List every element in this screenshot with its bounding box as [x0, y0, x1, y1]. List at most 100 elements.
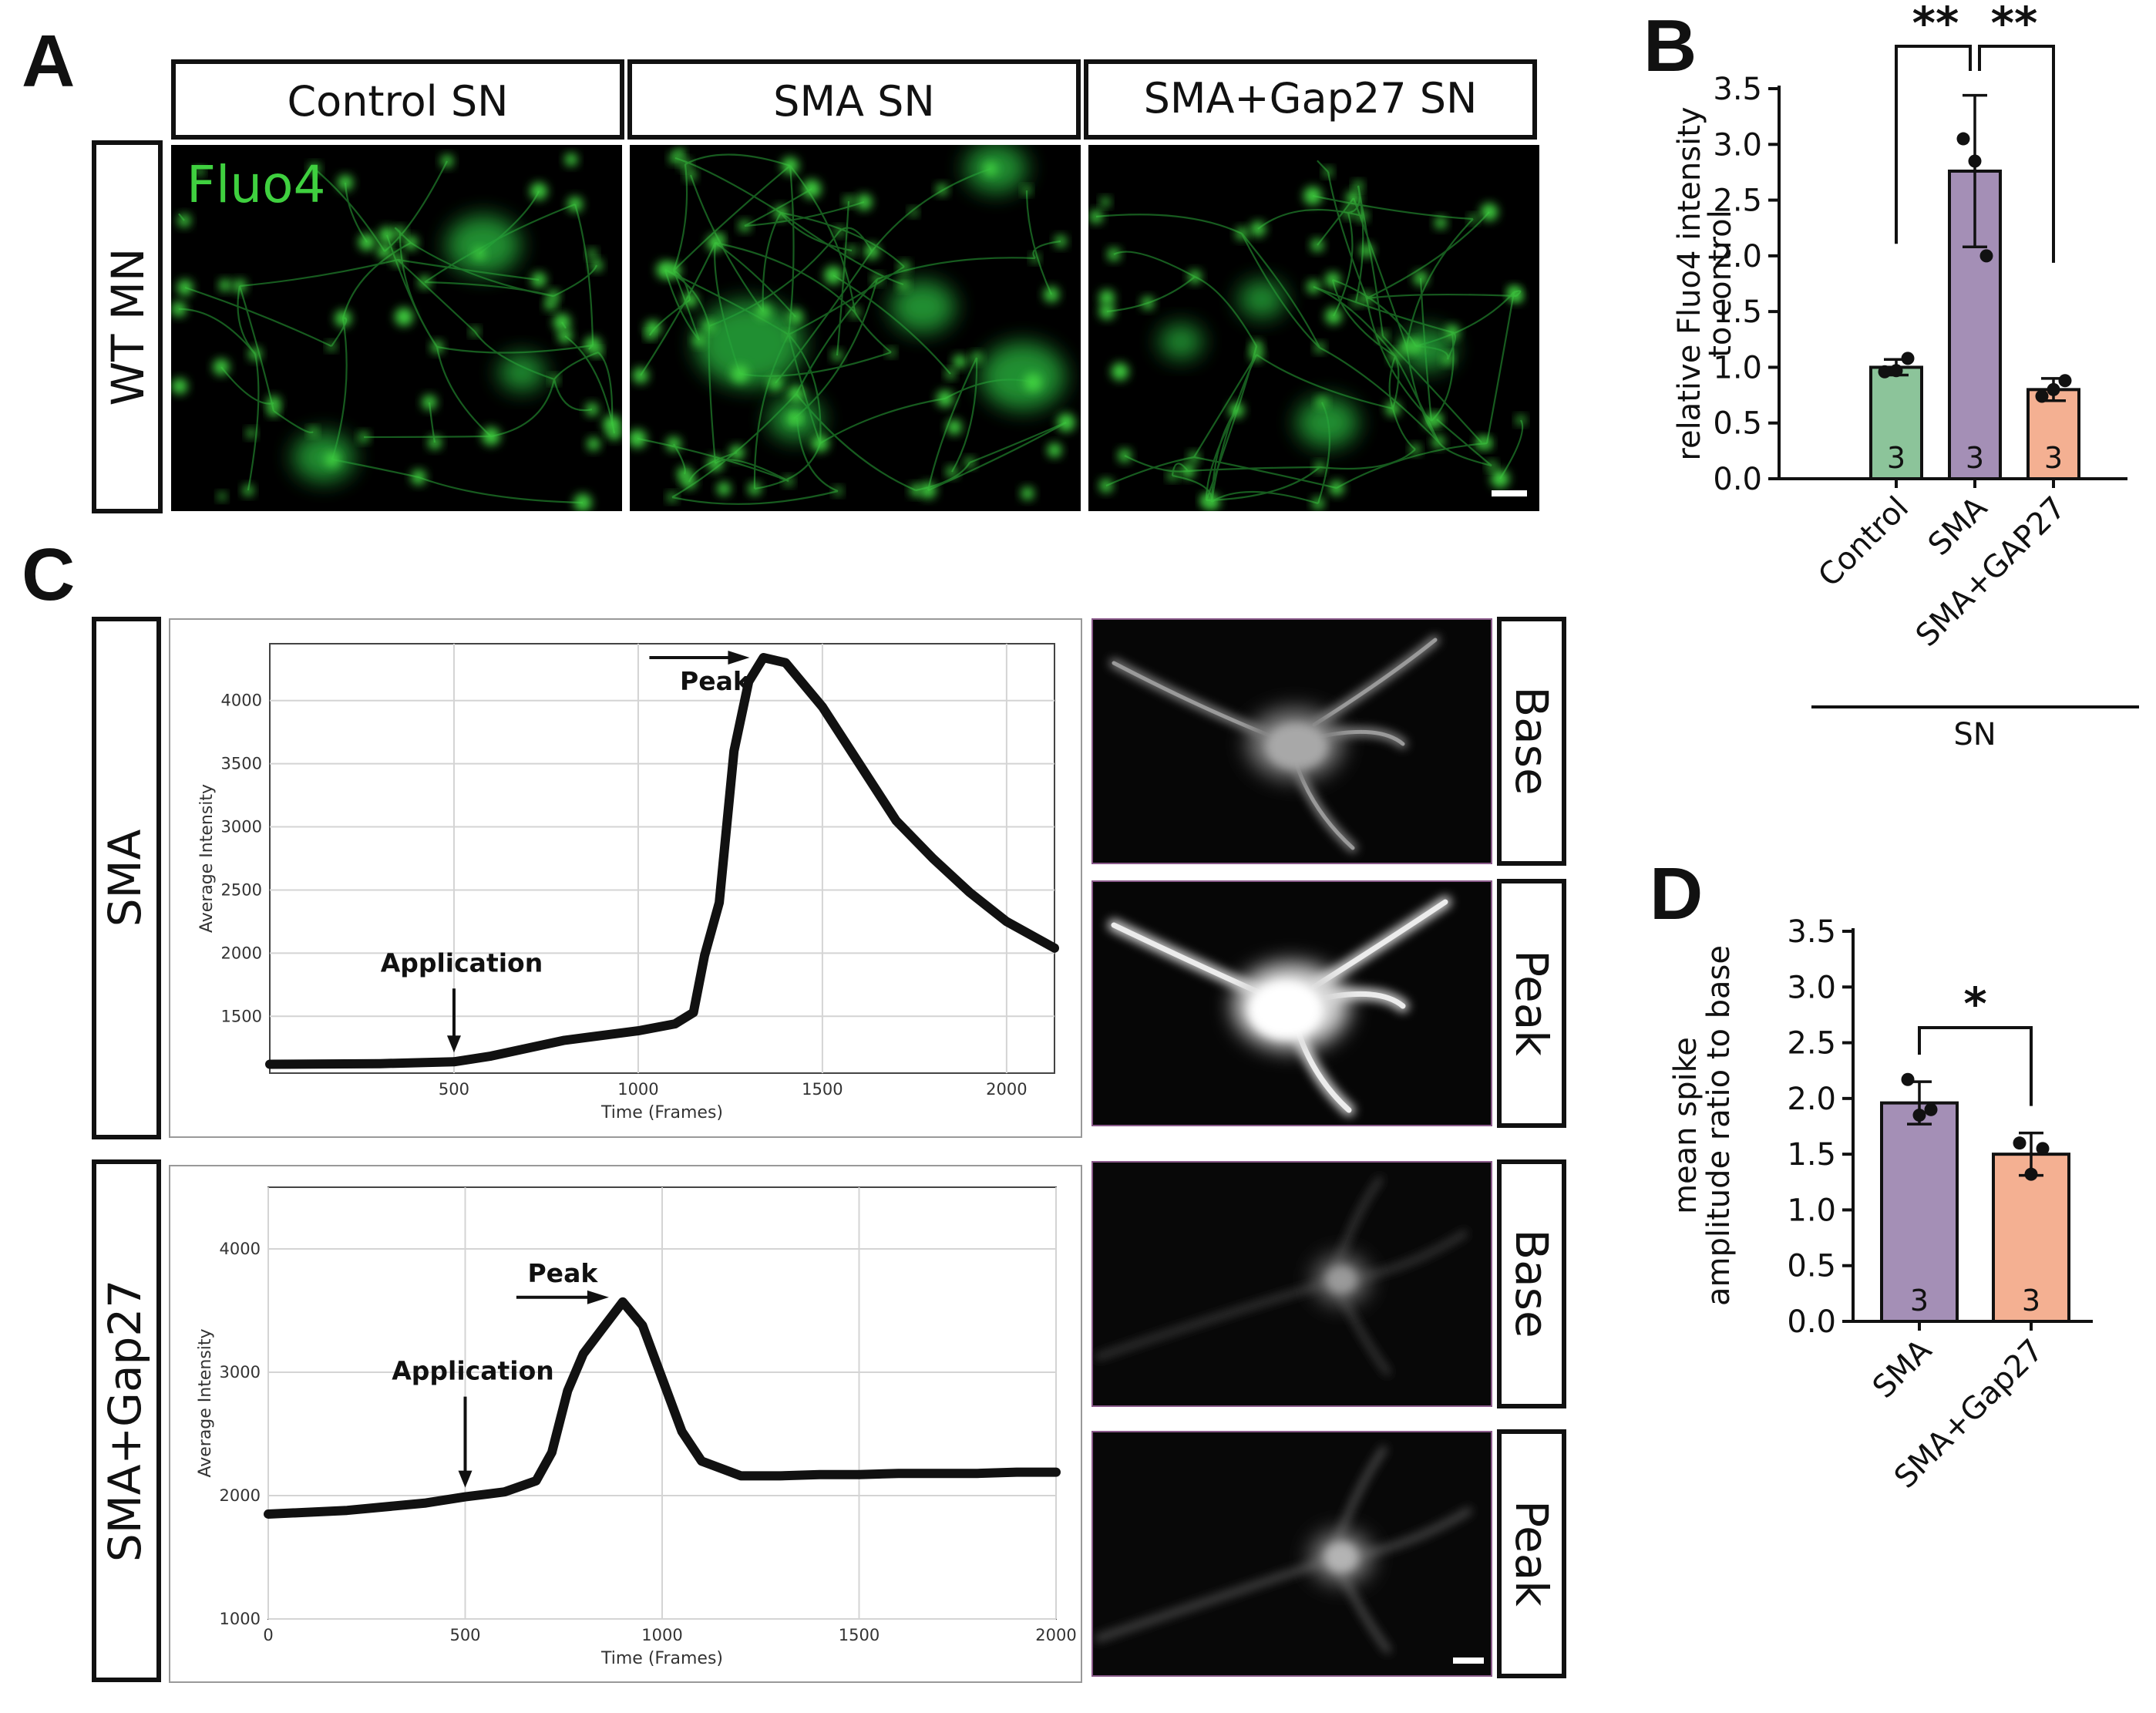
- data-point: [1901, 1072, 1915, 1086]
- cell-body: [630, 429, 647, 448]
- data-point: [1878, 365, 1892, 379]
- neurite: [744, 200, 865, 227]
- cell-body: [1031, 254, 1040, 263]
- cell-body: [1312, 497, 1324, 510]
- neurite: [1312, 194, 1474, 220]
- cell-body: [1188, 270, 1202, 284]
- data-point: [2024, 1167, 2038, 1181]
- cell-body: [1431, 413, 1443, 426]
- y-tick-label: 2000: [221, 944, 262, 962]
- y-tick-label: 3.0: [1713, 127, 1762, 163]
- data-point: [2047, 382, 2060, 396]
- y-tick-label: 1500: [221, 1007, 262, 1025]
- cell-cluster: [499, 354, 545, 391]
- cell-cluster: [446, 215, 520, 275]
- cell-body: [1054, 235, 1067, 247]
- neurite: [1366, 293, 1517, 300]
- y-axis-label: Average Intensity: [197, 784, 217, 933]
- cell-body: [1044, 287, 1059, 302]
- significance-marker: *: [1963, 978, 1986, 1030]
- cell-body: [177, 279, 193, 296]
- cell-body: [784, 330, 793, 339]
- cell-body: [899, 261, 910, 272]
- cell-body: [404, 236, 418, 250]
- neurite: [424, 281, 554, 298]
- cell-body: [338, 175, 353, 190]
- cell-body: [422, 395, 437, 410]
- data-point: [1968, 154, 1982, 168]
- cell-body: [856, 194, 873, 210]
- cell-body: [984, 162, 997, 176]
- neurite: [1365, 298, 1432, 422]
- cell-body: [886, 348, 896, 357]
- cell-body: [1357, 210, 1367, 221]
- neurite: [1025, 190, 1053, 295]
- column-header-box-gap27: [1084, 59, 1537, 140]
- row-header-sma-gap27: SMA+Gap27: [99, 1280, 151, 1562]
- panel-a: Control SN SMA SN SMA+Gap27 SN WT MN Flu…: [92, 59, 1539, 513]
- cell-body: [946, 466, 958, 478]
- cell-body: [632, 367, 649, 384]
- neurite: [1382, 335, 1482, 443]
- cell-body: [1325, 308, 1342, 325]
- cell-body: [1250, 348, 1263, 362]
- cell-cluster: [980, 342, 1065, 410]
- n-label: 3: [1887, 441, 1905, 475]
- cell-body: [849, 307, 860, 318]
- cell-body: [567, 197, 583, 212]
- cell-body: [872, 274, 883, 284]
- y-tick-label: 1.0: [1713, 350, 1762, 385]
- cell-body: [1024, 373, 1042, 392]
- cell-body: [550, 375, 559, 384]
- cell-body: [755, 304, 771, 319]
- series-line: [264, 1297, 1061, 1519]
- cell-body: [693, 334, 705, 346]
- cell-body: [171, 378, 188, 395]
- cell-body: [1351, 298, 1361, 307]
- cell-body: [1181, 464, 1195, 478]
- cell-body: [171, 301, 187, 317]
- neurite: [1333, 212, 1354, 317]
- cell-body: [782, 157, 799, 174]
- cell-body: [358, 432, 369, 443]
- neurite: [436, 344, 594, 354]
- cell-body: [217, 492, 227, 501]
- cell-body: [1480, 203, 1498, 221]
- cell-body: [590, 259, 603, 271]
- cell-body: [1101, 197, 1110, 207]
- data-point: [1956, 132, 1970, 146]
- cell-body: [1468, 214, 1478, 224]
- cell-body: [964, 457, 975, 468]
- cell-body: [564, 153, 578, 167]
- cell-body: [768, 375, 783, 391]
- cell-body: [1099, 304, 1115, 319]
- plot-area: [269, 643, 1055, 1074]
- column-header-box-sma: [627, 59, 1081, 140]
- cell-body: [530, 183, 547, 200]
- neurite: [490, 379, 556, 438]
- y-tick-label: 3500: [221, 755, 262, 773]
- cell-body: [731, 365, 749, 383]
- cell-body: [1410, 444, 1421, 455]
- y-tick-label: 3.0: [1787, 970, 1836, 1005]
- neurite: [1095, 214, 1243, 234]
- cell-body: [603, 415, 621, 433]
- neurite: [673, 165, 791, 271]
- neurite: [1405, 218, 1474, 348]
- chart-d: 0.0 0.5 1.0 1.5 2.0 2.5 3.0 3.5 mean spikeamplit…: [1668, 914, 2093, 1496]
- x-tick-label: 1000: [641, 1626, 682, 1644]
- neurite: [597, 352, 614, 425]
- x-axis-label: Time (Frames): [600, 1103, 723, 1122]
- cell-body: [937, 390, 954, 407]
- cell-body: [784, 476, 793, 486]
- cell-body: [1516, 416, 1525, 425]
- cell-body: [666, 436, 681, 452]
- neurite: [1319, 347, 1439, 443]
- cell-body: [419, 276, 431, 288]
- y-tick-label: 4000: [221, 692, 262, 710]
- scale-bar-c: [1453, 1657, 1484, 1664]
- cell-body: [1250, 221, 1266, 237]
- cell-body: [832, 350, 843, 361]
- series-line: [265, 653, 1059, 1069]
